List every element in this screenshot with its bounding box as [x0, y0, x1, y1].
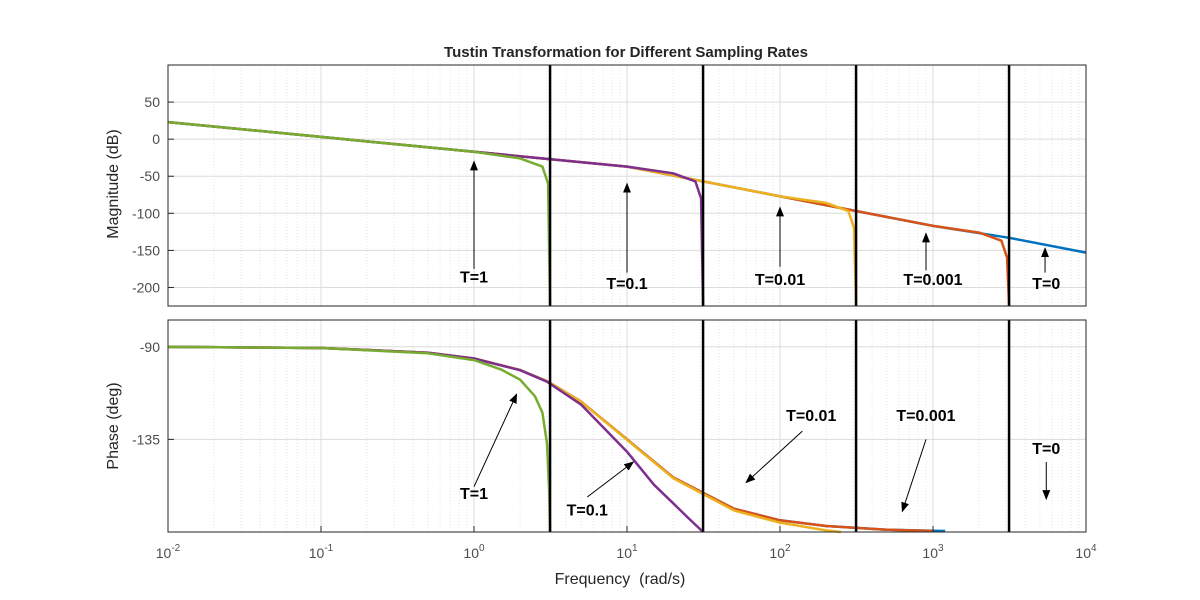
mag-series-t-1 [167, 120, 552, 307]
magnitude-y-axis-label: Magnitude (dB) [105, 129, 122, 238]
x-tick-label: 10-2 [156, 543, 181, 561]
phase-y-axis-label: Phase (deg) [105, 382, 122, 469]
mag-y-tick-label: -100 [132, 205, 160, 221]
mag-y-tick-label: 0 [152, 131, 160, 147]
phase-annotation-arrow [586, 461, 635, 498]
chart-title: Tustin Transformation for Different Samp… [444, 44, 808, 61]
phase-annotation-label: T=0.1 [567, 503, 608, 520]
phase-series-t-1 [167, 345, 552, 533]
phase-annotation-arrow [901, 439, 927, 513]
phase-annotation-arrow [473, 393, 518, 487]
x-tick-label: 100 [463, 543, 485, 561]
mag-annotation-label: T=0.01 [755, 272, 805, 289]
x-tick-label: 102 [769, 543, 791, 561]
x-tick-label: 10-1 [309, 543, 334, 561]
phase-annotation-label: T=0 [1032, 441, 1060, 458]
mag-annotation-label: T=0.1 [606, 276, 647, 293]
frequency-x-axis-label: Frequency (rad/s) [555, 571, 686, 588]
magnitude-plot: 50 0 -50 -100 -150 -200 T=1 T=0.1 T=0.01 T=0.001 T… [132, 64, 1087, 307]
phase-annotation-label: T=0.001 [896, 408, 955, 425]
mag-y-tick-label: -50 [140, 168, 160, 184]
phase-annotation-label: T=0.01 [786, 408, 836, 425]
x-tick-label: 101 [616, 543, 638, 561]
mag-axes-box [167, 64, 1087, 307]
mag-annotation-label: T=0.001 [903, 272, 962, 289]
phase-y-tick-label: -135 [132, 431, 160, 447]
phase-annotation-label: T=1 [460, 486, 488, 503]
phase-annotation-arrow [745, 430, 803, 484]
mag-annotation-label: T=0 [1032, 276, 1060, 293]
phase-y-tick-label: -90 [140, 339, 160, 355]
mag-annotation-label: T=1 [460, 269, 488, 286]
mag-y-tick-label: 50 [144, 94, 160, 110]
mag-y-tick-label: -150 [132, 242, 160, 258]
x-tick-label: 104 [1075, 543, 1097, 561]
x-tick-label: 103 [922, 543, 944, 561]
phase-plot: -90 -135 T=1 T=0.1 T=0.01 T=0.001 T=0 10-2 10-1 1… [132, 319, 1097, 561]
mag-y-tick-label: -200 [132, 279, 160, 295]
